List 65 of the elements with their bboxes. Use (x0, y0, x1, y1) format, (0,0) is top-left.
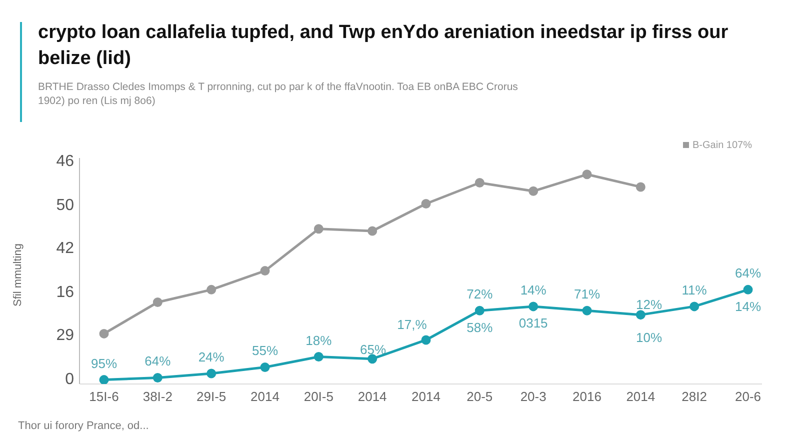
annotation: 0315 (518, 316, 548, 331)
x-tick-label: 2016 (572, 389, 602, 404)
point (368, 354, 378, 364)
annotation: 72% (466, 286, 494, 302)
x-tick-label: 15I-6 (89, 389, 119, 404)
x-tick-label: 20-5 (466, 389, 493, 404)
x-tick-label: 2014 (626, 389, 656, 404)
point (421, 335, 431, 345)
text: Sfil mmulting (12, 244, 24, 306)
annotation: 95% (90, 356, 118, 371)
point (260, 266, 270, 276)
x-tick-label: 2014 (358, 389, 387, 404)
point (368, 226, 378, 236)
point (206, 368, 216, 378)
annotation: 14% (734, 298, 762, 314)
text: 0 (65, 370, 74, 388)
chart-title: crypto loan callafelia tupfed, and Twp enYdo areniation ineedstar ip firss our belize (lid) (38, 21, 730, 71)
chart-subtitle: BRTHE Drasso Cledes Imomps & T prronning, cut po par k of the ffaVnootin. Toa EB onBA EBC Crorus 1902) po ren (Lis mj 8o6) (38, 80, 518, 108)
annotation: 24% (198, 350, 225, 365)
text: Thor ui forory Prance, od... (18, 420, 149, 432)
point (152, 298, 162, 307)
annotation: 10% (634, 330, 664, 346)
x-tick-label: 20I-5 (304, 389, 334, 404)
x-tick-label: 2014 (412, 389, 440, 404)
text: 29 (56, 327, 74, 344)
annotation: 18% (306, 332, 332, 348)
text: 42 (56, 240, 74, 258)
annotation: 65% (358, 342, 388, 358)
x-tick-label: 29I-5 (196, 389, 226, 404)
point (636, 310, 646, 320)
point (582, 306, 592, 316)
text: 50 (56, 196, 74, 214)
text: 16 (56, 284, 74, 301)
x-tick-label: 28I2 (682, 389, 707, 404)
x-tick-label: 2014 (250, 389, 280, 404)
x-tick-label: 20-6 (734, 389, 762, 404)
point (99, 328, 109, 338)
x-tick-label: 20-3 (520, 389, 546, 404)
point (690, 302, 700, 312)
point (528, 186, 538, 196)
point (474, 178, 484, 188)
legend-label: B-Gain 107% (692, 140, 752, 151)
point (743, 284, 753, 294)
point (99, 375, 109, 384)
point (421, 198, 431, 208)
x-tick-label: 38I-2 (142, 389, 172, 404)
annotation: 55% (252, 343, 278, 358)
annotation: 64% (734, 266, 762, 281)
annotation: 64% (144, 354, 172, 369)
point (528, 302, 538, 312)
text: 46 (56, 153, 74, 170)
annotation: 11% (682, 282, 708, 298)
annotation: 71% (574, 286, 600, 302)
point (152, 372, 162, 382)
annotation: 12% (634, 297, 664, 313)
point (582, 170, 592, 180)
point (314, 352, 324, 362)
point (206, 284, 216, 294)
point (260, 362, 270, 372)
annotation: 14% (520, 282, 547, 298)
point (636, 182, 646, 192)
annotation: 58% (466, 320, 494, 335)
annotation: 17,% (396, 317, 428, 333)
point (314, 224, 324, 234)
point (474, 306, 484, 316)
